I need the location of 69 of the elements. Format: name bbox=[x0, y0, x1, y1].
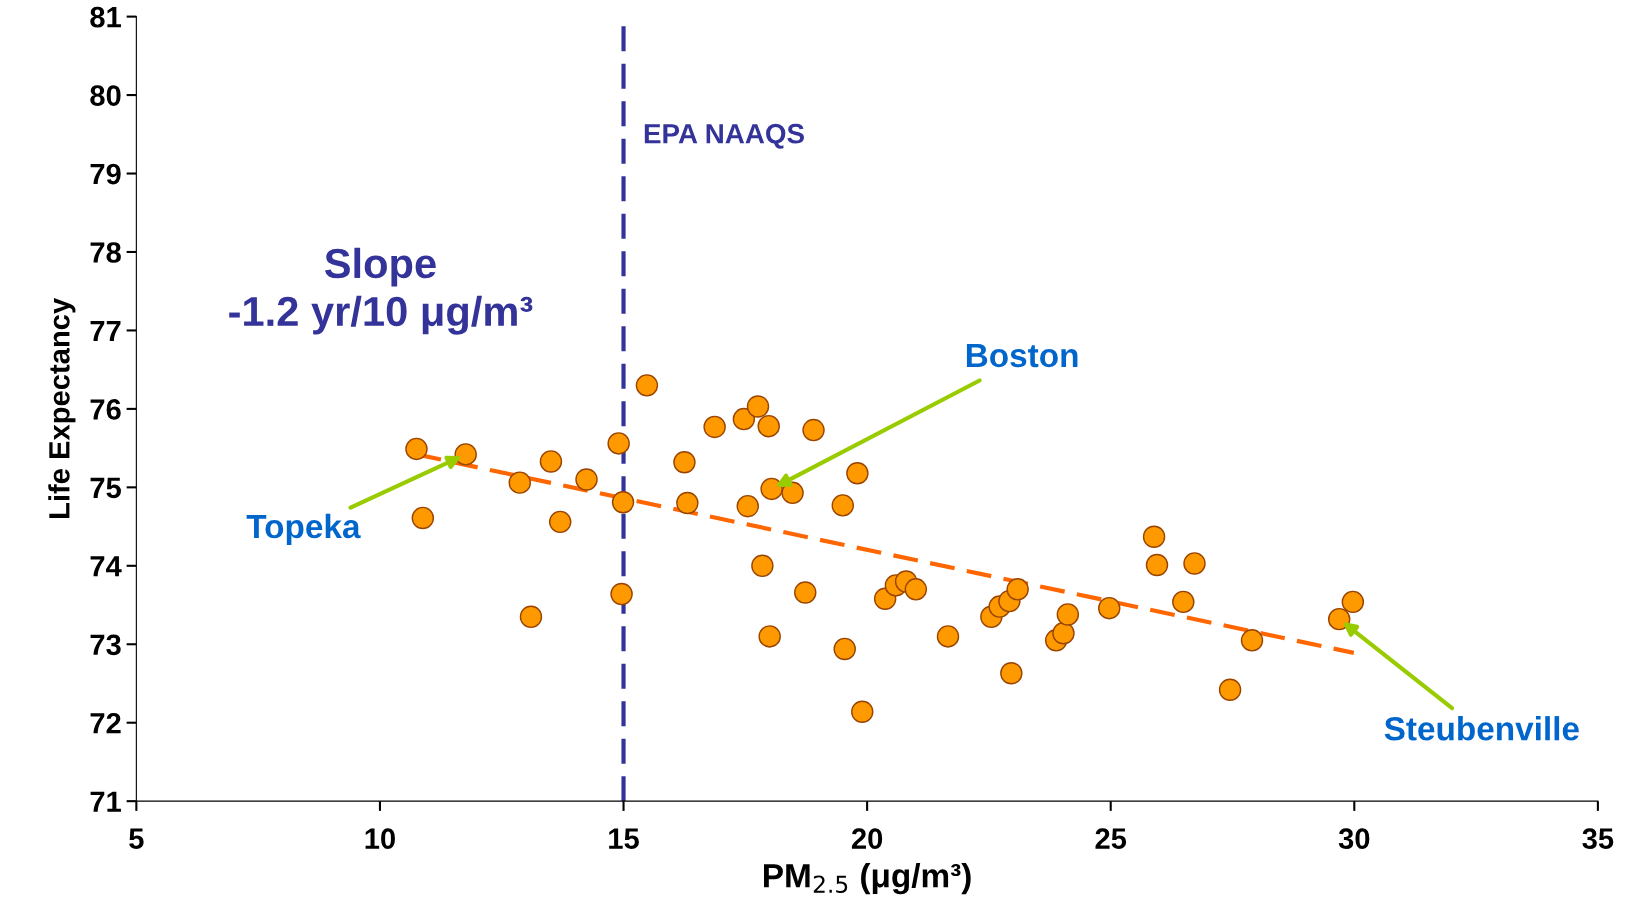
y-tick-label: 81 bbox=[90, 6, 121, 28]
point bbox=[1006, 578, 1029, 601]
point bbox=[758, 625, 781, 648]
x-tick-label: 35 bbox=[1582, 828, 1614, 850]
y-tick-label: 78 bbox=[90, 242, 121, 263]
point bbox=[519, 605, 543, 629]
point bbox=[732, 407, 756, 431]
point bbox=[846, 461, 869, 485]
y-tick-label: 72 bbox=[90, 712, 121, 734]
x-tick-label: 5 bbox=[129, 828, 144, 849]
x-tick-label: 25 bbox=[1095, 828, 1127, 849]
x-axis-title: PM$_{2.5}$ (μg/m³) bbox=[764, 863, 971, 895]
point bbox=[736, 494, 759, 518]
point bbox=[1327, 607, 1351, 631]
ref-line-label: EPA NAAQS bbox=[644, 123, 804, 149]
point bbox=[607, 432, 630, 455]
y-tick-label: 80 bbox=[90, 85, 121, 106]
y-tick-label: 79 bbox=[90, 163, 121, 185]
x-tick-label: 10 bbox=[365, 828, 395, 849]
y-axis-title: Life Expectancy bbox=[48, 297, 76, 518]
point bbox=[1218, 678, 1242, 701]
point bbox=[757, 414, 780, 438]
y-tick-label: 76 bbox=[90, 399, 121, 420]
y-tick-label: 71 bbox=[90, 791, 121, 812]
y-tick-label: 75 bbox=[90, 477, 121, 499]
point bbox=[833, 637, 856, 661]
point bbox=[851, 700, 874, 723]
point bbox=[1000, 662, 1023, 685]
point bbox=[1052, 622, 1075, 645]
point bbox=[454, 443, 477, 466]
point bbox=[1056, 603, 1080, 626]
x-tick-label: 20 bbox=[851, 828, 883, 849]
point bbox=[746, 395, 770, 418]
point bbox=[904, 578, 928, 601]
point bbox=[673, 451, 696, 474]
point bbox=[411, 506, 435, 530]
y-tick-label: 73 bbox=[90, 634, 121, 656]
point bbox=[676, 491, 699, 515]
point bbox=[610, 582, 633, 606]
point bbox=[831, 494, 854, 517]
y-tick-label: 74 bbox=[90, 556, 122, 577]
x-tick-label: 30 bbox=[1338, 828, 1370, 850]
point bbox=[703, 415, 726, 439]
point bbox=[794, 581, 817, 604]
point bbox=[1341, 590, 1365, 614]
point bbox=[751, 554, 774, 578]
point bbox=[781, 481, 804, 505]
x-tick-label: 15 bbox=[609, 828, 639, 849]
point bbox=[405, 437, 428, 461]
point bbox=[1098, 596, 1121, 620]
point bbox=[936, 625, 960, 648]
point bbox=[611, 491, 635, 514]
annotation: Slope -1.2 yr/10 μg/m³ bbox=[229, 247, 533, 335]
point bbox=[539, 450, 563, 473]
annotation: Topeka bbox=[246, 513, 361, 545]
y-tick-label: 77 bbox=[90, 320, 121, 341]
point bbox=[1183, 552, 1206, 575]
point bbox=[802, 418, 825, 442]
point bbox=[575, 468, 598, 491]
point bbox=[1145, 553, 1169, 577]
point bbox=[760, 477, 783, 501]
annotation: Steubenville bbox=[1384, 716, 1579, 741]
annotation: Boston bbox=[966, 344, 1078, 368]
point bbox=[548, 510, 572, 534]
point bbox=[1172, 590, 1195, 614]
point bbox=[635, 374, 659, 397]
point bbox=[508, 471, 531, 494]
point bbox=[1142, 525, 1166, 548]
point bbox=[1240, 629, 1264, 652]
